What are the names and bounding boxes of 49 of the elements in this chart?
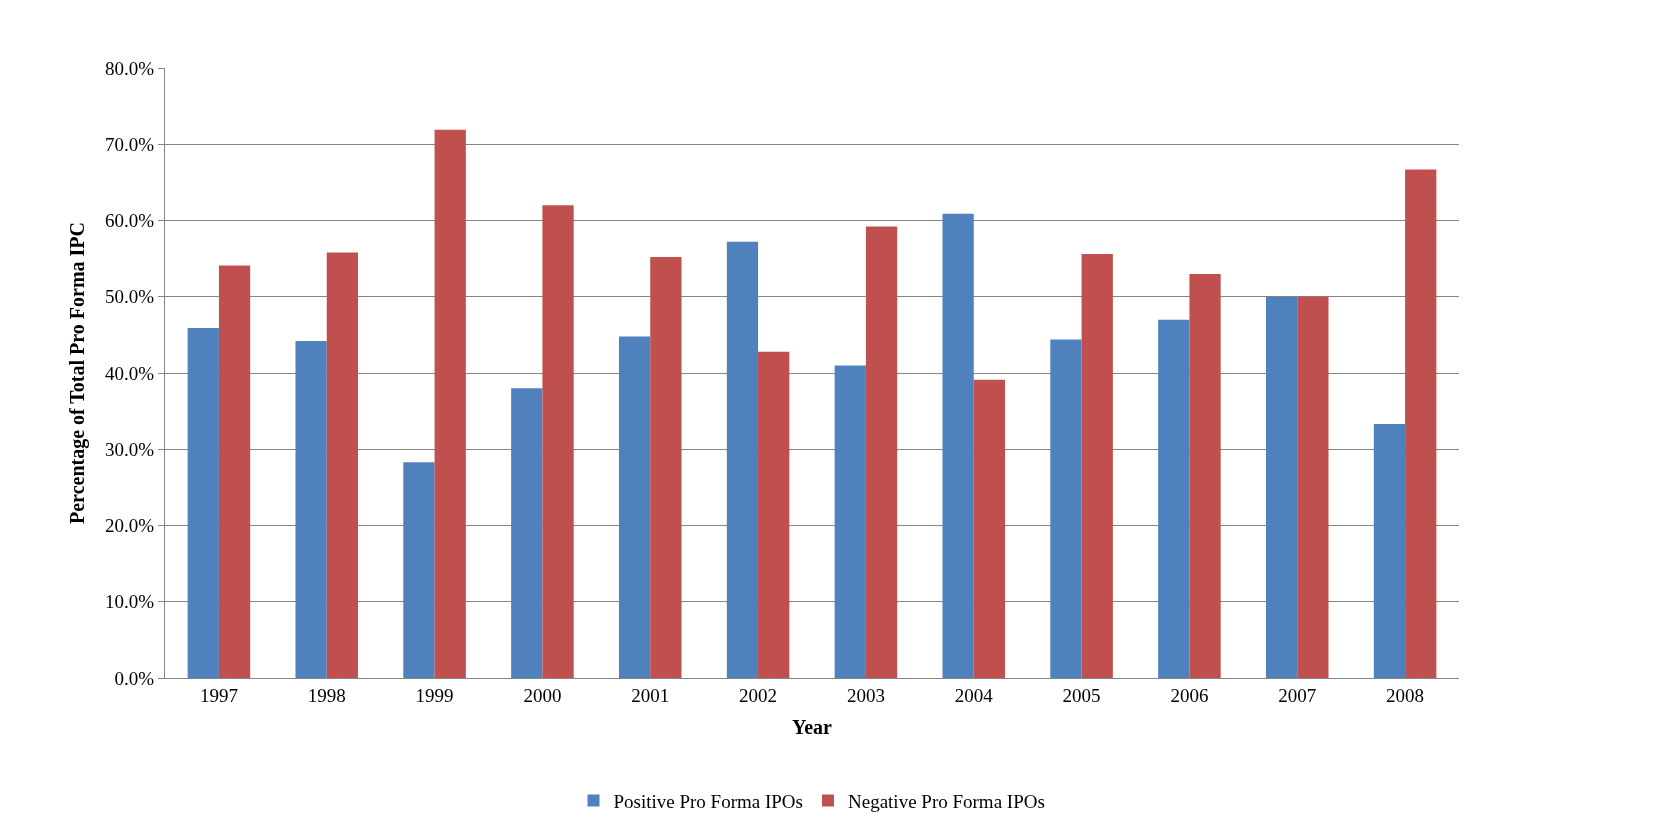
y-tick-label: 40.0% [105, 362, 155, 384]
bar [834, 365, 866, 678]
y-tick-label: 0.0% [114, 667, 155, 689]
y-tick-label: 30.0% [105, 438, 155, 460]
bar [1405, 169, 1437, 678]
x-tick-label: 1997 [199, 684, 238, 706]
x-tick-label: 2008 [1386, 684, 1425, 706]
bar [1050, 339, 1082, 678]
bar [1158, 319, 1190, 678]
bar [511, 388, 543, 678]
y-axis-title: Percentage of Total Pro Forma IPC [65, 222, 89, 524]
bar [434, 129, 466, 678]
x-axis-title: Year [792, 716, 833, 739]
bar [1373, 424, 1406, 678]
bar [542, 205, 574, 678]
bar [758, 351, 790, 678]
bar [865, 226, 898, 678]
bar [1081, 254, 1113, 678]
bar [1297, 296, 1329, 678]
bar [942, 213, 974, 678]
bar [326, 252, 359, 678]
x-tick-label: 2006 [1170, 684, 1209, 706]
legend-label: Negative Pro Forma IPOs [848, 790, 1045, 812]
bar [618, 336, 651, 678]
y-tick-label: 20.0% [105, 515, 155, 537]
y-tick-label: 80.0% [105, 57, 155, 79]
bar [187, 328, 219, 678]
bar [1189, 273, 1221, 678]
bar [218, 265, 251, 678]
x-tick-label: 2005 [1062, 684, 1101, 706]
bar [403, 462, 435, 678]
bar [295, 340, 327, 678]
bar [973, 379, 1006, 678]
x-tick-label: 1998 [307, 684, 346, 706]
bar [1265, 296, 1298, 678]
x-tick-label: 2007 [1278, 684, 1317, 706]
x-tick-label: 2003 [846, 684, 885, 706]
x-tick-label: 2002 [739, 684, 778, 706]
x-tick-label: 2001 [631, 684, 670, 706]
y-tick-label: 50.0% [105, 286, 155, 308]
bar [726, 241, 759, 678]
y-tick-label: 10.0% [105, 591, 155, 613]
y-tick-label: 70.0% [105, 133, 155, 155]
x-tick-label: 1999 [415, 684, 454, 706]
y-tick-label: 60.0% [105, 210, 155, 232]
bar [650, 257, 682, 678]
legend-label: Positive Pro Forma IPOs [613, 790, 803, 812]
x-tick-label: 2004 [954, 684, 994, 706]
x-tick-label: 2000 [523, 684, 562, 706]
